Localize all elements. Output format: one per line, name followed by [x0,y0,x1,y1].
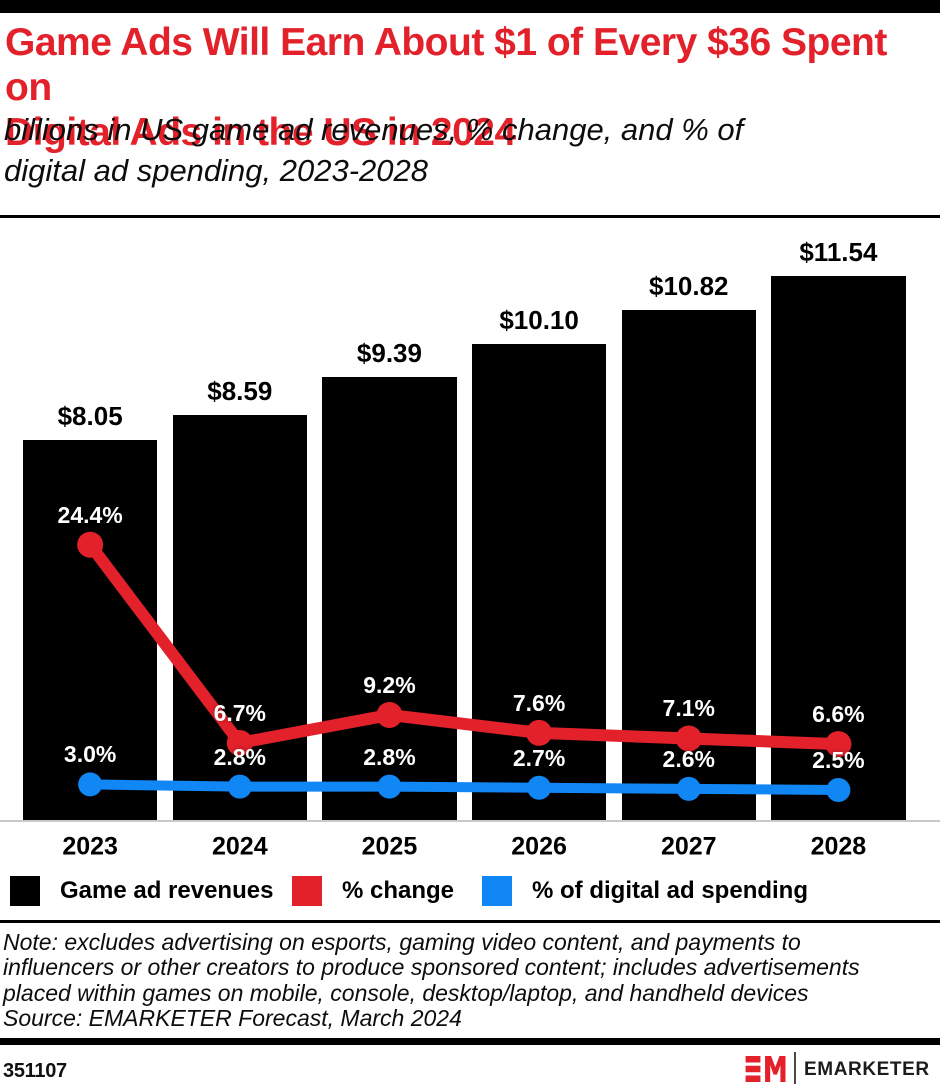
bar-value-label-2024: $8.59 [207,375,273,406]
point-pct-change-2023 [77,531,104,558]
point-pct-of-spending-2023 [78,772,103,797]
brand-name: EMARKETER [804,1059,930,1080]
bar-value-label-2025: $9.39 [356,338,422,369]
line-pct-change [85,541,839,751]
point-pct-of-spending-2026 [527,775,552,800]
x-axis-label-2027: 2027 [660,832,717,861]
x-axis-label-2025: 2025 [361,832,418,861]
x-axis-label-2028: 2028 [810,832,867,861]
legend-swatch-pct-of-spending [482,876,512,906]
pct-label-change-2023: 24.4% [57,501,123,528]
pct-label-change-2026: 7.6% [512,689,566,716]
pct-label-change-2027: 7.1% [662,695,715,722]
point-pct-of-spending-2028 [826,778,851,802]
bar-2028 [771,275,906,820]
legend-label-pct-of-spending: % of digital ad spending [532,877,808,904]
note-text: Note: excludes advertising on esports, g… [3,929,860,1006]
bar-value-label-2028: $11.54 [799,236,878,267]
pct-label-spending-2028: 2.5% [812,747,865,773]
top-black-bar [0,0,940,13]
x-axis-label-2023: 2023 [62,832,118,861]
pct-label-change-2024: 6.7% [213,699,267,726]
chart-title: Game Ads Will Earn About $1 of Every $36… [5,21,887,154]
source-text: Source: EMARKETER Forecast, March 2024 [3,1005,462,1031]
pct-label-spending-2025: 2.8% [363,743,416,770]
emarketer-logo: EMARKETER [744,1052,937,1086]
legend-label-bars: Game ad revenues [60,877,274,904]
bar-value-label-2023: $8.05 [57,401,123,432]
bar-2023 [23,440,158,820]
legend-swatch-pct-change [292,876,322,906]
point-pct-change-2024 [226,729,253,756]
header-divider [0,215,940,218]
pct-label-change-2025: 9.2% [363,671,416,698]
pct-label-change-2028: 6.6% [812,701,865,728]
point-pct-change-2028 [825,731,852,758]
point-pct-of-spending-2024 [227,774,252,799]
bar-2025 [322,377,457,820]
logo-separator [794,1052,796,1084]
point-pct-change-2025 [376,701,403,728]
point-pct-change-2026 [526,719,553,746]
point-pct-change-2027 [675,725,702,752]
chart-subtitle: billions in US game ad revenues, % chang… [4,112,744,188]
pct-label-spending-2024: 2.8% [213,743,267,770]
x-axis-label-2024: 2024 [211,832,268,861]
pct-label-spending-2026: 2.7% [512,744,566,771]
bar-value-label-2026: $10.10 [499,304,579,335]
x-axis-label-2026: 2026 [511,832,567,861]
legend-label-pct-change: % change [342,877,455,904]
point-pct-of-spending-2027 [676,776,701,801]
point-pct-of-spending-2025 [377,774,402,799]
chart-id-number: 351107 [3,1060,67,1082]
line-pct-of-spending [90,779,839,795]
pct-label-spending-2023: 3.0% [63,741,117,768]
legend-swatch-bars [10,876,40,906]
footer-black-bar [0,1038,940,1045]
x-axis-line [0,820,940,822]
note-divider [0,920,940,923]
bar-value-label-2027: $10.82 [648,270,729,301]
pct-label-spending-2027: 2.6% [662,745,715,772]
emarketer-logo-mark-icon [745,1056,786,1082]
